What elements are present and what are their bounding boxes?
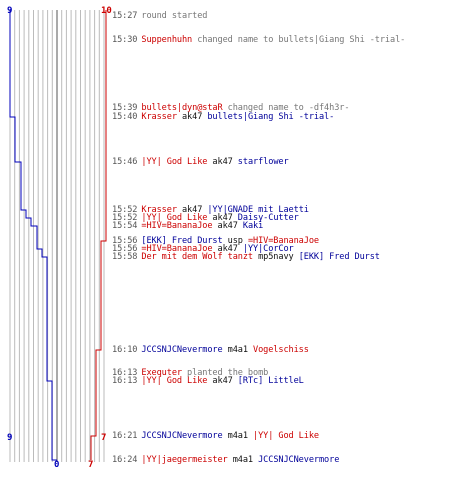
weapon-name: usp	[222, 236, 248, 246]
event-text: round started	[141, 11, 208, 21]
event-time: 15:39	[112, 103, 138, 113]
blue-start-count: 9	[7, 6, 12, 16]
event-time: 15:52	[112, 213, 138, 223]
red-start-count: 10	[101, 6, 112, 16]
player-name[interactable]: Suppenhuhn	[141, 35, 193, 45]
player-name[interactable]: [RTc] LittleL	[237, 376, 304, 386]
player-name[interactable]: |YY| God Like	[141, 376, 208, 386]
player-name[interactable]: |YY| God Like	[141, 157, 208, 167]
event-time: 16:21	[112, 431, 138, 441]
red-end-count: 7	[88, 460, 93, 470]
red-mid-count: 7	[101, 433, 106, 443]
player-name[interactable]: Kaki	[242, 221, 264, 231]
weapon-name: m4a1	[222, 431, 254, 441]
player-count-timeline: 9 10 9 7 0 7	[7, 6, 112, 470]
player-name[interactable]: Daisy-Cutter	[237, 213, 299, 223]
event-row: 16:13 |YY| God Like ak47 [RTc] LittleL	[112, 377, 304, 386]
event-row: 16:10 JCCSNJCNevermore m4a1 Vogelschiss	[112, 346, 309, 355]
event-time: 15:52	[112, 205, 138, 215]
event-time: 15:30	[112, 35, 138, 45]
blue-team-count-line	[9, 10, 57, 461]
player-name[interactable]: Krasser	[141, 112, 177, 122]
weapon-name: ak47	[176, 205, 208, 215]
player-name[interactable]: |YY| God Like	[253, 431, 319, 441]
player-name[interactable]: =HIV=BananaJoe	[141, 221, 213, 231]
event-time: 15:58	[112, 252, 138, 262]
weapon-name: ak47	[207, 376, 238, 386]
player-name[interactable]: |YY|CorCor	[242, 244, 294, 254]
event-text: changed name to -df4h3r-	[222, 103, 350, 113]
event-row: 15:30 Suppenhuhn changed name to bullets|…	[112, 36, 405, 45]
player-name[interactable]: Vogelschiss	[253, 345, 309, 355]
event-row: 15:58 Der mit dem Wolf tanzt mp5navy [EKK…	[112, 253, 380, 262]
event-row: 15:52 |YY| God Like ak47 Daisy-Cutter	[112, 214, 299, 223]
player-name[interactable]: JCCSNJCNevermore	[141, 345, 223, 355]
blue-mid-count: 9	[7, 433, 12, 443]
event-time: 15:56	[112, 244, 138, 254]
event-row: 16:24 |YY|jaegermeister m4a1 JCCSNJCNever…	[112, 456, 339, 465]
player-name[interactable]: bullets|dyn@staR	[141, 103, 223, 113]
event-text: changed name to bullets|Giang Shi -trial…	[192, 35, 406, 45]
event-time: 16:13	[112, 368, 138, 378]
event-time: 15:54	[112, 221, 138, 231]
player-name[interactable]: [EKK] Fred Durst	[141, 236, 223, 246]
player-name[interactable]: JCCSNJCNevermore	[258, 455, 340, 465]
weapon-name: ak47	[176, 112, 208, 122]
player-name[interactable]: |YY|GNADE mit Laetti	[207, 205, 309, 215]
weapon-name: ak47	[212, 221, 243, 231]
red-team-count-line	[90, 10, 107, 460]
event-row: 16:21 JCCSNJCNevermore m4a1 |YY| God Like	[112, 432, 319, 441]
player-name[interactable]: bullets|Giang Shi -trial-	[207, 112, 335, 122]
event-row: 16:13 Exequter planted the bomb	[112, 369, 268, 378]
player-name[interactable]: =HIV=BananaJoe	[247, 236, 319, 246]
event-time: 15:40	[112, 112, 138, 122]
event-row: 15:46 |YY| God Like ak47 starflower	[112, 158, 289, 167]
player-name[interactable]: |YY| God Like	[141, 213, 208, 223]
event-log: 15:27 round started 15:30 Suppenhuhn change…	[112, 0, 450, 500]
event-time: 15:27	[112, 11, 138, 21]
weapon-name: m4a1	[222, 345, 254, 355]
event-time: 15:56	[112, 236, 138, 246]
player-name[interactable]: starflower	[237, 157, 289, 167]
player-name[interactable]: =HIV=BananaJoe	[141, 244, 213, 254]
player-name[interactable]: Der mit dem Wolf tanzt	[141, 252, 254, 262]
weapon-name: mp5navy	[253, 252, 299, 262]
weapon-name: ak47	[207, 157, 238, 167]
event-row: 15:56 [EKK] Fred Durst usp =HIV=BananaJoe	[112, 237, 319, 246]
event-row: 15:52 Krasser ak47 |YY|GNADE mit Laetti	[112, 206, 309, 215]
weapon-name: m4a1	[227, 455, 259, 465]
blue-end-count: 0	[54, 460, 59, 470]
event-text: planted the bomb	[181, 368, 269, 378]
weapon-name: ak47	[207, 213, 238, 223]
event-time: 16:13	[112, 376, 138, 386]
event-row: 15:54 =HIV=BananaJoe ak47 Kaki	[112, 222, 263, 231]
event-time: 15:46	[112, 157, 138, 167]
player-name[interactable]: Krasser	[141, 205, 177, 215]
player-name[interactable]: |YY|jaegermeister	[141, 455, 228, 465]
player-name[interactable]: [EKK] Fred Durst	[298, 252, 380, 262]
event-row: 15:27 round started	[112, 12, 207, 21]
event-row: 15:40 Krasser ak47 bullets|Giang Shi -tri…	[112, 113, 334, 122]
event-time: 16:24	[112, 455, 138, 465]
event-row: 15:39 bullets|dyn@staR changed name to -d…	[112, 103, 350, 113]
event-row: 15:56 =HIV=BananaJoe ak47 |YY|CorCor	[112, 245, 294, 254]
weapon-name: ak47	[212, 244, 243, 254]
player-name[interactable]: JCCSNJCNevermore	[141, 431, 223, 441]
event-time: 16:10	[112, 345, 138, 355]
player-name[interactable]: Exequter	[141, 368, 182, 378]
